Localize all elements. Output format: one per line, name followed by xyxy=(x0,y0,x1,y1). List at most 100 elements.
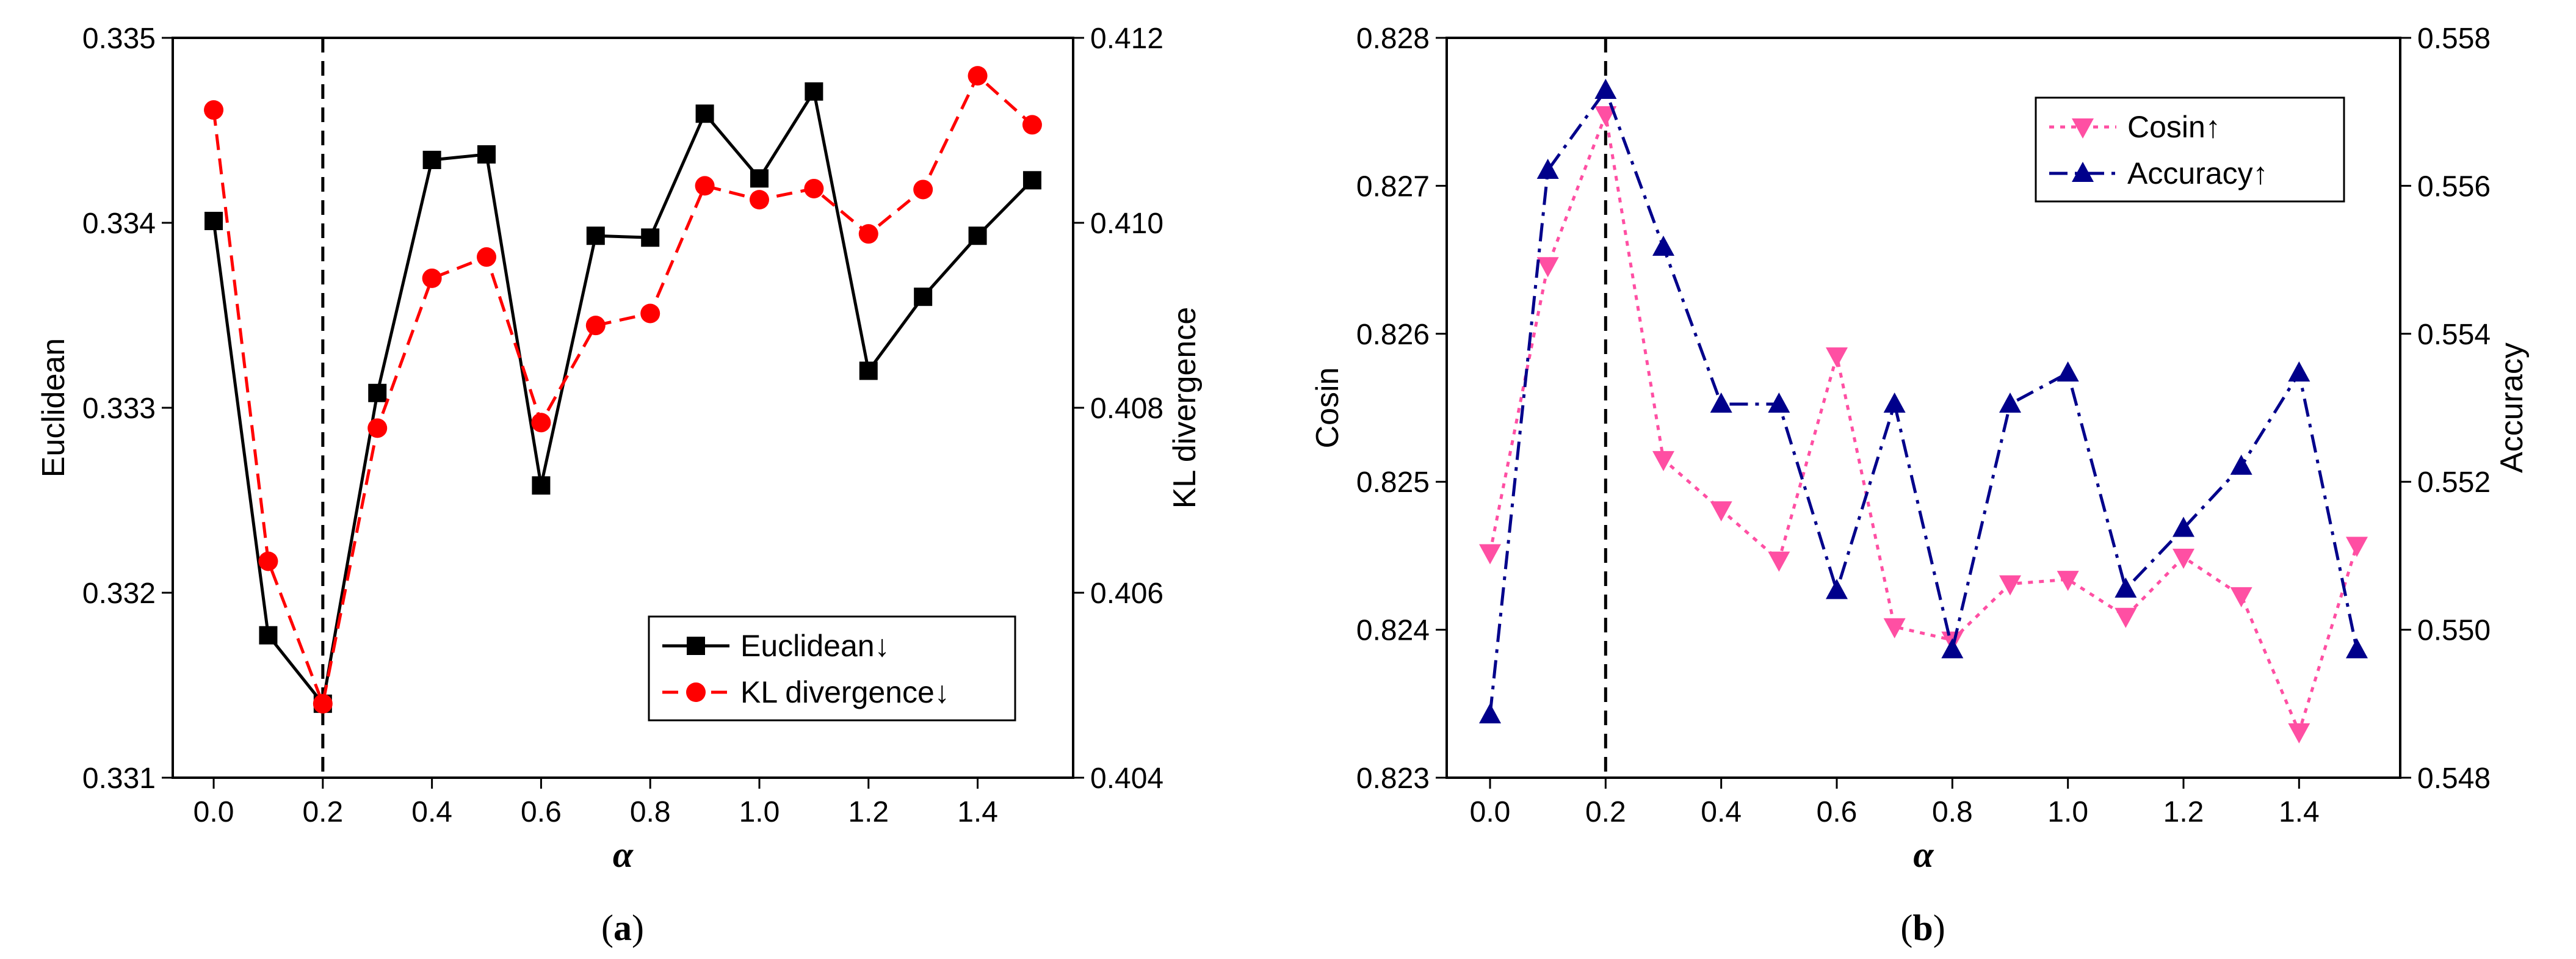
caption-open: ( xyxy=(601,908,613,948)
y-right-axis-title: KL divergence xyxy=(1167,307,1203,509)
data-point-circle xyxy=(258,551,278,571)
legend-marker-square xyxy=(687,637,705,655)
data-point-triangle-up xyxy=(2115,577,2137,598)
caption-open: ( xyxy=(1900,908,1912,948)
y-left-axis-title: Euclidean xyxy=(36,338,71,477)
data-point-triangle-down xyxy=(1768,551,1790,572)
legend-box xyxy=(648,615,1016,722)
data-point-triangle-up xyxy=(1652,235,1674,256)
x-tick-label: 0.2 xyxy=(1585,796,1626,828)
data-point-triangle-down xyxy=(2173,548,2194,569)
x-tick-label: 0.0 xyxy=(1470,796,1511,828)
data-point-circle xyxy=(695,176,715,196)
data-point-triangle-down xyxy=(1883,618,1906,639)
x-tick-label: 1.0 xyxy=(739,796,780,828)
y-left-tick-label: 0.827 xyxy=(1356,170,1430,203)
legend-label: Cosin↑ xyxy=(2127,110,2221,144)
panel-b: 0.0 0.2 0.4 0.6 0.8 1.0 1.2 1.4 0.823 0.824 0.825 0… xyxy=(1310,23,2530,948)
data-point-square xyxy=(532,476,551,495)
data-point-triangle-down xyxy=(1999,575,2021,596)
data-point-circle xyxy=(858,224,878,244)
legend-marker-triangle-up xyxy=(2072,162,2094,182)
y-left-tick-label: 0.335 xyxy=(82,23,156,55)
y-left-tick-label: 0.332 xyxy=(82,577,156,610)
x-axis-title: α xyxy=(1913,834,1934,875)
data-point-triangle-down xyxy=(1479,544,1501,565)
data-point-triangle-up xyxy=(2173,516,2194,537)
data-point-triangle-up xyxy=(1883,392,1906,413)
data-point-triangle-up xyxy=(1826,579,1848,599)
data-point-triangle-down xyxy=(1826,347,1848,368)
data-point-square xyxy=(422,150,441,169)
data-point-square xyxy=(968,226,987,245)
data-point-triangle-down xyxy=(1594,106,1617,127)
data-point-triangle-down xyxy=(2288,723,2310,744)
caption-close: ) xyxy=(632,908,644,948)
data-point-triangle-up xyxy=(1768,392,1790,413)
y-left-tick-label: 0.825 xyxy=(1356,466,1430,499)
data-point-circle xyxy=(367,418,388,438)
x-tick-label: 0.2 xyxy=(302,796,343,828)
data-point-square xyxy=(641,228,660,247)
data-point-square xyxy=(259,626,278,645)
y-right-tick-label: 0.558 xyxy=(2417,23,2491,55)
data-point-circle xyxy=(531,413,551,433)
data-point-triangle-up xyxy=(2057,361,2079,382)
data-point-square xyxy=(586,226,605,245)
y-left-tick-label: 0.333 xyxy=(82,393,156,425)
data-point-triangle-down xyxy=(1536,257,1559,278)
x-tick-label: 1.0 xyxy=(2047,796,2088,828)
panel-a: 0.0 0.2 0.4 0.6 0.8 1.0 1.2 1.4 0.331 0.332 0.333 0… xyxy=(36,23,1203,948)
data-point-square xyxy=(859,361,878,380)
y-right-axis-title: Accuracy xyxy=(2494,342,2530,473)
x-tick-label: 0.6 xyxy=(521,796,562,828)
series-line-triangle-up xyxy=(1488,89,2359,715)
data-point-triangle-up xyxy=(1710,392,1732,413)
data-point-square xyxy=(750,169,769,188)
legend-label: Accuracy↑ xyxy=(2127,156,2268,190)
caption-close: ) xyxy=(1933,908,1945,948)
x-tick-label: 1.4 xyxy=(2279,796,2320,828)
y-right-tick-label: 0.408 xyxy=(1090,393,1163,425)
y-left-tick-label: 0.826 xyxy=(1356,319,1430,351)
y-left-axis-title: Cosin xyxy=(1310,367,1345,449)
data-point-square xyxy=(368,383,387,402)
y-right-tick-label: 0.406 xyxy=(1090,577,1163,610)
panel-caption: (b) xyxy=(1900,908,1945,948)
x-tick-label: 1.2 xyxy=(2163,796,2204,828)
data-point-circle xyxy=(749,190,769,210)
x-tick-label: 0.0 xyxy=(194,796,234,828)
legend-marker-triangle-down xyxy=(2072,118,2094,139)
data-point-triangle-down xyxy=(2115,607,2137,628)
series-line-square xyxy=(212,90,1033,706)
x-tick-label: 0.8 xyxy=(630,796,671,828)
y-left-tick-label: 0.823 xyxy=(1356,762,1430,795)
legend-label: KL divergence↓ xyxy=(740,675,950,709)
data-point-square xyxy=(1022,171,1041,190)
legend-box xyxy=(2035,96,2345,203)
y-right-tick-label: 0.550 xyxy=(2417,615,2491,647)
data-point-triangle-up xyxy=(2346,638,2368,659)
y-left-tick-label: 0.828 xyxy=(1356,23,1430,55)
data-point-circle xyxy=(477,247,497,267)
data-point-circle xyxy=(1022,115,1042,135)
y-left-tick-label: 0.334 xyxy=(82,208,156,240)
data-point-triangle-down xyxy=(2346,537,2368,557)
x-tick-label: 1.2 xyxy=(848,796,889,828)
caption-letter: b xyxy=(1912,908,1933,948)
data-point-square xyxy=(914,288,933,306)
panel-caption: (a) xyxy=(601,908,644,948)
data-point-circle xyxy=(640,303,660,324)
data-point-triangle-up xyxy=(2288,361,2310,382)
data-point-triangle-down xyxy=(1652,451,1674,471)
series-line-circle xyxy=(212,74,1033,706)
x-axis-title: α xyxy=(613,834,634,875)
data-point-circle xyxy=(804,178,824,198)
y-right-tick-label: 0.412 xyxy=(1090,23,1163,55)
x-tick-label: 0.8 xyxy=(1932,796,1973,828)
data-point-triangle-up xyxy=(1536,158,1559,179)
caption-letter: a xyxy=(613,908,632,948)
data-point-triangle-down xyxy=(1710,501,1732,522)
data-point-square xyxy=(695,104,714,123)
data-point-square xyxy=(477,145,496,164)
